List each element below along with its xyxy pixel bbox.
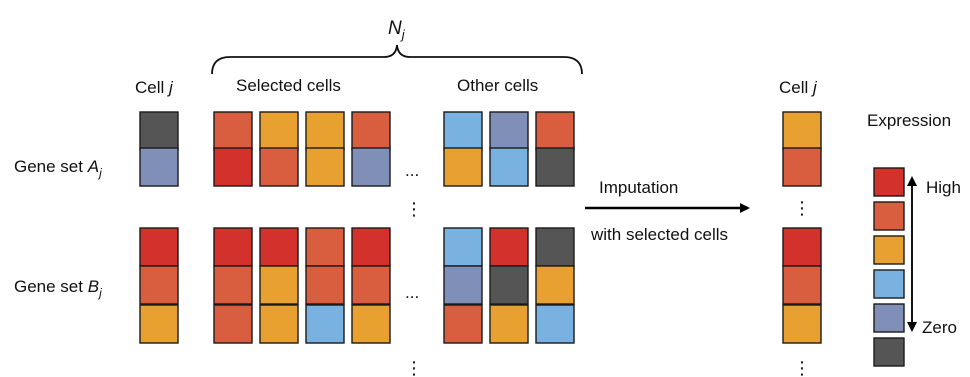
cell-j-right-header: Cell j [779,78,818,97]
v-ellipsis-middle: ⋮ [405,199,423,219]
other-cell-r2-c3 [535,147,575,187]
other-cell-r5-c1 [443,304,483,344]
cell-j-right-cell-r5-c1 [782,304,822,344]
legend-swatch-mid [873,235,905,265]
cell-j-left-cell-r1-c1 [139,111,179,151]
selected-cell-r4-c1 [213,265,253,305]
gene-set-a-label: Gene set Aj [14,157,102,180]
cell-j-left-cell-r4-c1 [139,265,179,305]
selected-cell-r5-c1 [213,304,253,344]
other-cell-r5-c3 [535,304,575,344]
selected-cell-r5-c3 [305,304,345,344]
selected-cell-r2-c2 [259,147,299,187]
n-j-label: Nj [388,18,406,42]
other-cell-r4-c1 [443,265,483,305]
legend-title: Expression [867,111,951,130]
other-cells-matrix [443,111,575,344]
legend-swatch-low [873,269,905,299]
selected-cell-r4-c4 [351,265,391,305]
selected-cell-r3-c1 [213,227,253,267]
v-ellipsis-right-bottom: ⋮ [793,358,811,377]
imputation-subtitle: with selected cells [590,225,728,244]
other-cell-r2-c1 [443,147,483,187]
cell-j-left-cell-r3-c1 [139,227,179,267]
selected-cell-r2-c3 [305,147,345,187]
cell-j-left-cell-r5-c1 [139,304,179,344]
v-ellipsis-right-middle: ⋮ [793,198,811,218]
legend-swatch-mid-high [873,201,905,231]
cell-j-right-cell-r4-c1 [782,265,822,305]
selected-cell-r4-c2 [259,265,299,305]
legend-swatch-very-low [873,303,905,333]
legend-swatch-zero [873,337,905,367]
other-cell-r1-c2 [489,111,529,151]
other-cell-r4-c3 [535,265,575,305]
selected-cell-r5-c4 [351,304,391,344]
n-j-brace [211,44,583,75]
selected-cell-r2-c1 [213,147,253,187]
other-cell-r3-c2 [489,227,529,267]
other-cell-r1-c3 [535,111,575,151]
selected-cell-r1-c4 [351,111,391,151]
selected-cell-r1-c3 [305,111,345,151]
selected-cell-r3-c3 [305,227,345,267]
cell-j-left-cell-r2-c1 [139,147,179,187]
cell-j-right-cell-r2-c1 [782,147,822,187]
selected-cells-header: Selected cells [236,76,341,95]
h-ellipsis-b: ... [405,283,419,302]
gene-set-b-label: Gene set Bj [14,277,102,300]
selected-cell-r3-c4 [351,227,391,267]
other-cell-r3-c3 [535,227,575,267]
selected-cells-matrix [213,111,391,344]
selected-cell-r3-c2 [259,227,299,267]
legend-zero-label: Zero [922,318,957,337]
expression-legend-swatches [873,167,905,367]
selected-cell-r2-c4 [351,147,391,187]
v-ellipsis-bottom: ⋮ [405,358,423,377]
other-cells-header: Other cells [457,76,538,95]
other-cell-r2-c2 [489,147,529,187]
cell-j-right-column [782,111,822,344]
legend-high-label: High [926,178,961,197]
cell-j-right-cell-r3-c1 [782,227,822,267]
cell-j-right-cell-r1-c1 [782,111,822,151]
legend-swatch-high [873,167,905,197]
imputation-label: Imputation [599,178,678,197]
cell-j-left-header: Cell j [135,78,174,97]
selected-cell-r5-c2 [259,304,299,344]
other-cell-r4-c2 [489,265,529,305]
selected-cell-r4-c3 [305,265,345,305]
h-ellipsis-a: ... [405,161,419,180]
cell-j-left-column [139,111,179,344]
other-cell-r5-c2 [489,304,529,344]
selected-cell-r1-c1 [213,111,253,151]
selected-cell-r1-c2 [259,111,299,151]
other-cell-r3-c1 [443,227,483,267]
other-cell-r1-c1 [443,111,483,151]
